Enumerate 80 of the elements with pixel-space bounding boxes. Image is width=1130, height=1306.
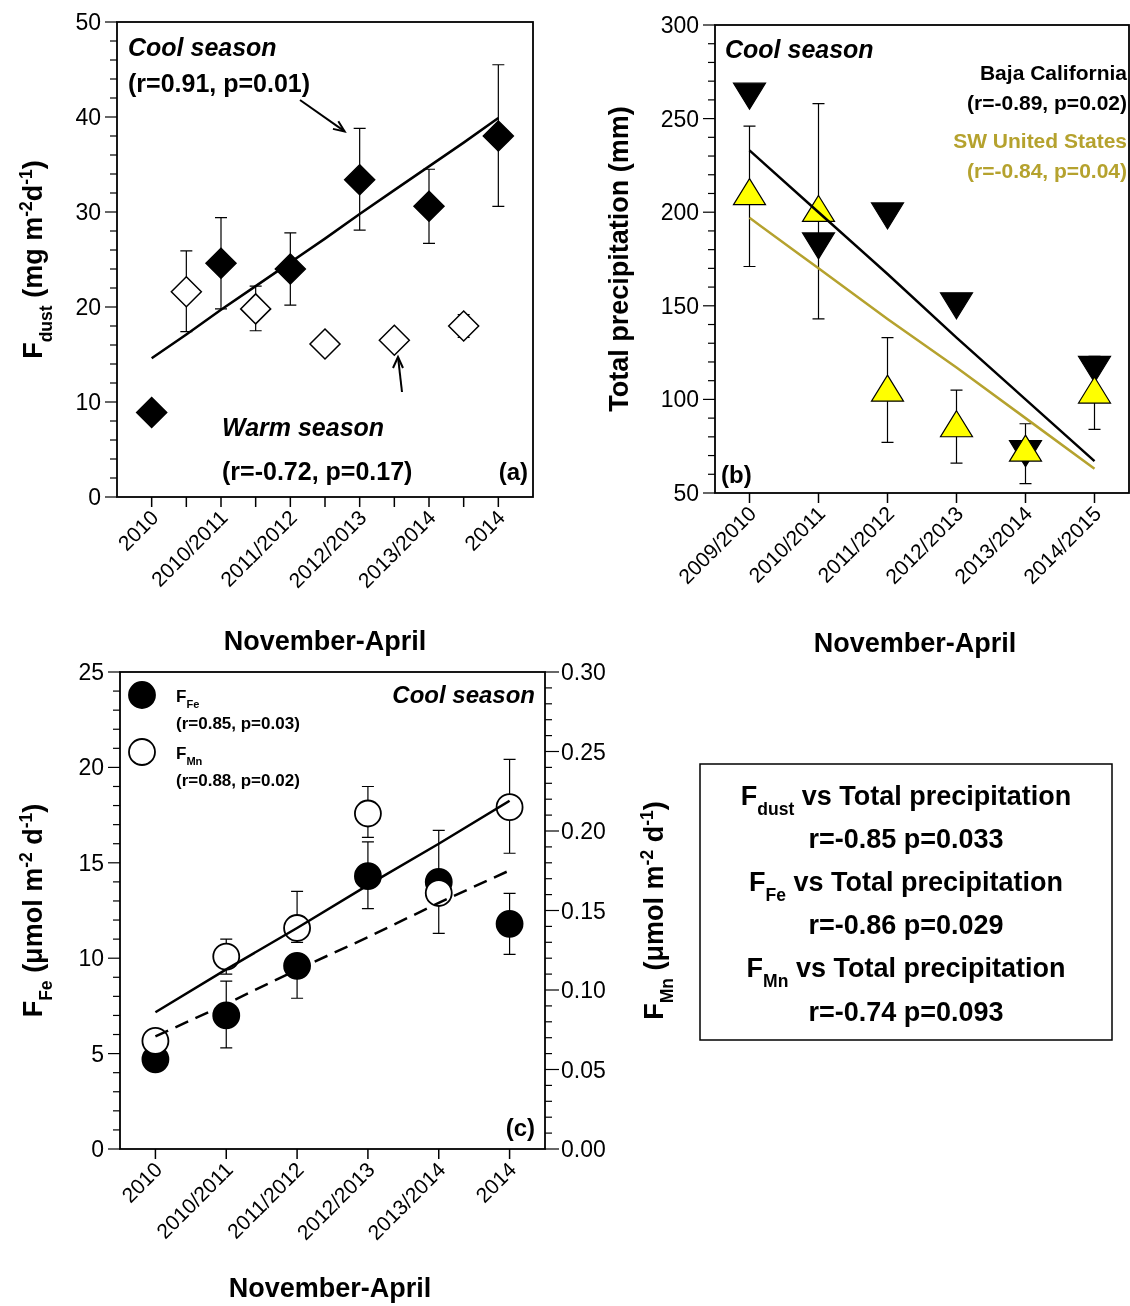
annotation: (c) [505, 1114, 535, 1141]
y-tick-label: 10 [78, 945, 104, 972]
text: SW United States [953, 129, 1127, 152]
y-tick-label: 15 [78, 849, 104, 876]
point [732, 82, 767, 110]
y-tick-label: 20 [78, 754, 104, 781]
annotation: Cool season [392, 681, 535, 708]
y2-tick-label: 0.10 [561, 977, 606, 1003]
y-tick-label: 0 [88, 484, 101, 510]
point [939, 292, 974, 320]
annotation: Cool season [128, 33, 277, 61]
point [205, 247, 237, 280]
annotation: (r=0.88, p=0.02) [176, 771, 300, 790]
y-tick-label: 300 [660, 12, 699, 38]
text: r=-0.74 p=0.093 [808, 996, 1004, 1027]
point [801, 232, 836, 260]
point [1077, 376, 1112, 404]
y2-tick-label: 0.00 [561, 1136, 606, 1162]
point [135, 396, 168, 429]
x-axis-title: November-April [228, 1273, 432, 1303]
annotation: Cool season [725, 35, 874, 63]
point [378, 324, 411, 356]
y2-tick-label: 0.15 [561, 897, 606, 924]
point [424, 879, 453, 907]
y-tick-label: 50 [75, 9, 101, 35]
y-tick-label: 20 [75, 294, 101, 320]
annotation: Warm season [222, 413, 385, 441]
y-tick-label: 25 [78, 659, 104, 685]
y-tick-label: 40 [75, 104, 101, 130]
y-tick-label: 200 [660, 199, 699, 226]
y-tick-label: 30 [75, 199, 101, 225]
y-tick-label: 0 [91, 1136, 104, 1162]
point [870, 374, 905, 402]
x-axis-title: November-April [223, 626, 427, 656]
point [309, 328, 341, 360]
point [212, 1001, 241, 1030]
text: r=-0.86 p=0.029 [808, 910, 1004, 941]
y-tick-label: 50 [673, 480, 699, 506]
annotation: (b) [721, 461, 752, 488]
annotation: (r=0.91, p=0.01) [128, 69, 311, 97]
annotation: (r=-0.84, p=0.04) [967, 159, 1127, 182]
point [170, 276, 203, 308]
point [1008, 434, 1043, 462]
annotation: (r=-0.72, p=0.17) [222, 457, 413, 485]
text: F$_{dust}$ vs Total precipitation [740, 780, 1072, 819]
y-tick-label: 10 [75, 389, 101, 415]
point [239, 293, 272, 325]
x-axis-title: November-April [813, 628, 1017, 658]
annotation: (a) [498, 458, 528, 485]
y-tick-label: 150 [660, 292, 699, 319]
point [495, 793, 524, 822]
y-tick-label: 5 [91, 1040, 104, 1067]
point [343, 163, 376, 196]
text: Baja California [979, 61, 1128, 84]
y-axis-title: Total precipitation (mm) [604, 106, 634, 412]
text: F$_{Fe}$ vs Total precipitation [748, 867, 1064, 906]
legend-label: F$_{Mn}$ [176, 744, 203, 767]
point [354, 799, 382, 828]
legend-label: F$_{Fe}$ [176, 687, 200, 710]
y2-tick-label: 0.25 [561, 738, 606, 765]
y2-tick-label: 0.20 [561, 818, 606, 844]
annotation: (r=0.85, p=0.03) [176, 714, 300, 733]
point [482, 120, 515, 152]
y-tick-label: 250 [660, 105, 699, 132]
point [141, 1026, 170, 1055]
point [283, 951, 311, 980]
y-tick-label: 100 [660, 386, 699, 413]
point [732, 178, 767, 206]
text: r=-0.85 p=0.033 [808, 824, 1004, 855]
text: F$_{Mn}$ vs Total precipitation [746, 953, 1066, 992]
point [413, 190, 445, 223]
point [354, 862, 382, 891]
point [870, 202, 905, 230]
y2-tick-label: 0.30 [561, 659, 606, 685]
point [495, 909, 524, 938]
annotation: (r=-0.89, p=0.02) [967, 91, 1127, 114]
point [939, 410, 974, 438]
point [212, 942, 241, 971]
y2-tick-label: 0.05 [561, 1056, 606, 1083]
point [447, 310, 480, 342]
